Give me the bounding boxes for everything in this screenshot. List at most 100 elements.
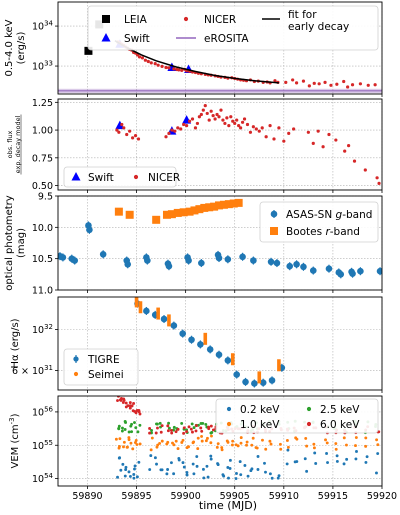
vem-point-3 bbox=[209, 424, 213, 428]
vem-point-0 bbox=[365, 455, 369, 459]
point-p2-1 bbox=[377, 181, 381, 185]
point-p3-0 bbox=[250, 257, 257, 264]
vem-point-2 bbox=[172, 425, 176, 429]
point-p2-1 bbox=[176, 126, 180, 130]
vem-point-2 bbox=[158, 421, 162, 425]
point-p1-0 bbox=[84, 46, 93, 55]
vem-point-0 bbox=[286, 448, 290, 452]
point-p4-1 bbox=[167, 314, 171, 327]
vem-point-1 bbox=[236, 444, 240, 448]
vem-point-0 bbox=[354, 457, 358, 461]
point-p3-0 bbox=[86, 226, 93, 234]
point-p4-0 bbox=[268, 377, 276, 384]
vem-point-1 bbox=[174, 439, 178, 443]
vem-point-0 bbox=[243, 464, 247, 467]
vem-point-0 bbox=[376, 452, 380, 455]
vem-point-1 bbox=[216, 442, 220, 446]
vem-point-2 bbox=[199, 422, 203, 425]
point-p2-1 bbox=[190, 117, 195, 121]
point-p3-0 bbox=[376, 267, 382, 275]
point-p3-1 bbox=[229, 199, 238, 208]
point-p2-1 bbox=[131, 136, 135, 140]
vem-point-3 bbox=[185, 430, 189, 434]
vem-point-1 bbox=[261, 438, 264, 442]
point-p3-0 bbox=[239, 253, 246, 261]
vem-point-0 bbox=[235, 472, 238, 475]
point-p2-1 bbox=[254, 127, 258, 131]
point-p2-1 bbox=[343, 149, 347, 153]
vem-point-0 bbox=[270, 476, 274, 480]
vem-point-0 bbox=[185, 471, 189, 474]
vem-point-0 bbox=[133, 467, 136, 471]
point-p4-0 bbox=[242, 378, 249, 386]
y-tick-label: 1032 bbox=[32, 323, 53, 336]
point-p3-1 bbox=[152, 215, 161, 224]
vem-point-2 bbox=[127, 430, 131, 434]
legend-frame bbox=[63, 348, 139, 386]
vem-point-2 bbox=[124, 421, 128, 424]
point-p4-0 bbox=[179, 330, 186, 337]
vem-point-1 bbox=[245, 443, 248, 447]
legend-label: fit for early decay bbox=[288, 9, 349, 33]
point-p3-0 bbox=[215, 254, 223, 262]
point-p3-1 bbox=[162, 210, 171, 219]
vem-point-0 bbox=[165, 472, 169, 476]
point-p3-1 bbox=[125, 210, 134, 219]
point-p4-0 bbox=[259, 379, 267, 386]
vem-point-0 bbox=[121, 462, 125, 466]
point-p1-2 bbox=[323, 80, 327, 85]
vem-point-3 bbox=[148, 431, 152, 435]
point-p3-1 bbox=[185, 207, 194, 216]
y-tick-label: 1033 bbox=[32, 60, 53, 73]
point-p2-1 bbox=[235, 118, 239, 122]
vem-point-2 bbox=[150, 428, 153, 432]
vem-point-1 bbox=[324, 438, 327, 442]
vem-point-3 bbox=[199, 426, 203, 430]
point-p2-1 bbox=[115, 128, 119, 132]
vem-point-1 bbox=[251, 436, 255, 440]
legend-marker bbox=[226, 421, 232, 427]
vem-point-0 bbox=[293, 460, 297, 464]
vem-point-3 bbox=[138, 412, 142, 416]
vem-point-1 bbox=[334, 447, 338, 451]
legend-frame bbox=[87, 5, 379, 51]
vem-point-1 bbox=[196, 436, 200, 440]
vem-point-2 bbox=[130, 430, 134, 434]
point-p3-1 bbox=[234, 198, 243, 207]
vem-point-2 bbox=[167, 426, 171, 430]
vem-point-1 bbox=[239, 441, 243, 445]
point-p2-1 bbox=[221, 118, 225, 122]
point-p2-1 bbox=[233, 121, 237, 126]
legend-frame bbox=[215, 398, 379, 434]
vem-point-0 bbox=[160, 468, 164, 472]
point-p2-1 bbox=[251, 125, 255, 129]
vem-point-1 bbox=[127, 436, 131, 440]
x-tick-label: 59910 bbox=[269, 491, 299, 502]
vem-point-0 bbox=[335, 459, 339, 463]
vem-point-2 bbox=[121, 426, 124, 430]
vem-point-3 bbox=[166, 424, 170, 428]
x-axis-label: time (MJD) bbox=[199, 499, 257, 512]
y-tick-label: 1.25 bbox=[32, 98, 53, 109]
point-p2-1 bbox=[201, 108, 205, 112]
point-p1-2 bbox=[172, 67, 176, 71]
point-p2-1 bbox=[133, 134, 138, 138]
vem-point-0 bbox=[191, 462, 195, 466]
vem-point-3 bbox=[169, 428, 173, 432]
vem-point-2 bbox=[155, 422, 158, 426]
vem-point-1 bbox=[204, 439, 208, 443]
vem-point-3 bbox=[189, 427, 193, 431]
legend-label: 2.5 keV bbox=[320, 404, 360, 416]
point-p2-1 bbox=[205, 111, 209, 116]
vem-point-1 bbox=[206, 436, 209, 440]
vem-point-3 bbox=[124, 405, 128, 409]
point-p1-2 bbox=[291, 78, 295, 82]
vem-point-3 bbox=[132, 402, 136, 405]
point-p2-1 bbox=[245, 122, 250, 127]
point-p4-0 bbox=[197, 341, 204, 348]
vem-point-3 bbox=[130, 404, 134, 408]
vem-point-1 bbox=[312, 442, 316, 446]
vem-point-0 bbox=[222, 474, 226, 478]
point-p2-0 bbox=[115, 120, 125, 130]
